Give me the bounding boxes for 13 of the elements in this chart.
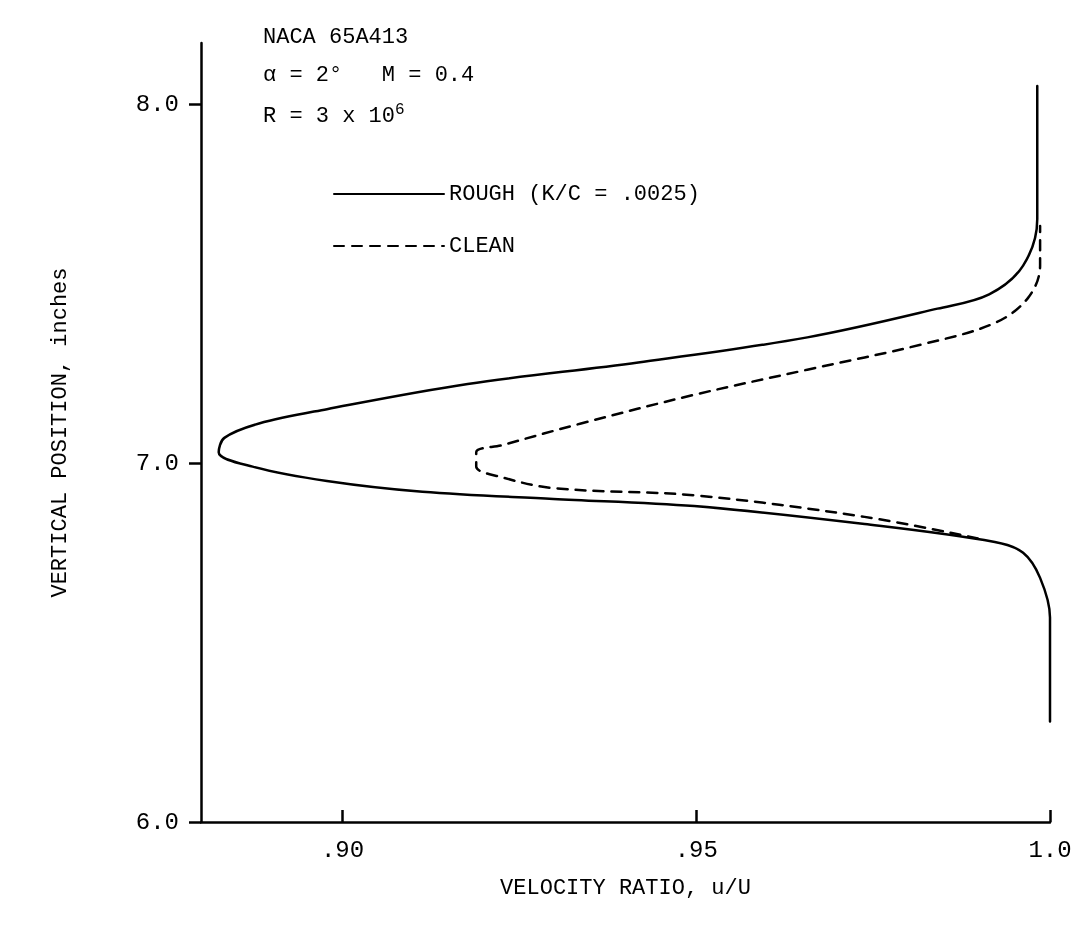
- annotation: α = 2° M = 0.4: [263, 62, 475, 88]
- x-axis-title: VELOCITY RATIO, u/U: [500, 875, 751, 901]
- y-tick-label: 7.0: [135, 449, 179, 477]
- legend-label: CLEAN: [449, 233, 516, 259]
- x-tick-label: .95: [674, 836, 718, 864]
- annotation: NACA 65A413: [263, 24, 409, 50]
- x-tick-label: .90: [320, 836, 365, 864]
- legend-label: ROUGH (K/C = .0025): [449, 181, 700, 207]
- y-tick-label: 8.0: [135, 90, 179, 118]
- line-series: [217, 84, 1052, 723]
- y-axis-title: VERTICAL POSITION, inches: [47, 267, 73, 598]
- x-tick-label: 1.0: [1028, 836, 1072, 864]
- y-tick-label: 6.0: [135, 808, 179, 836]
